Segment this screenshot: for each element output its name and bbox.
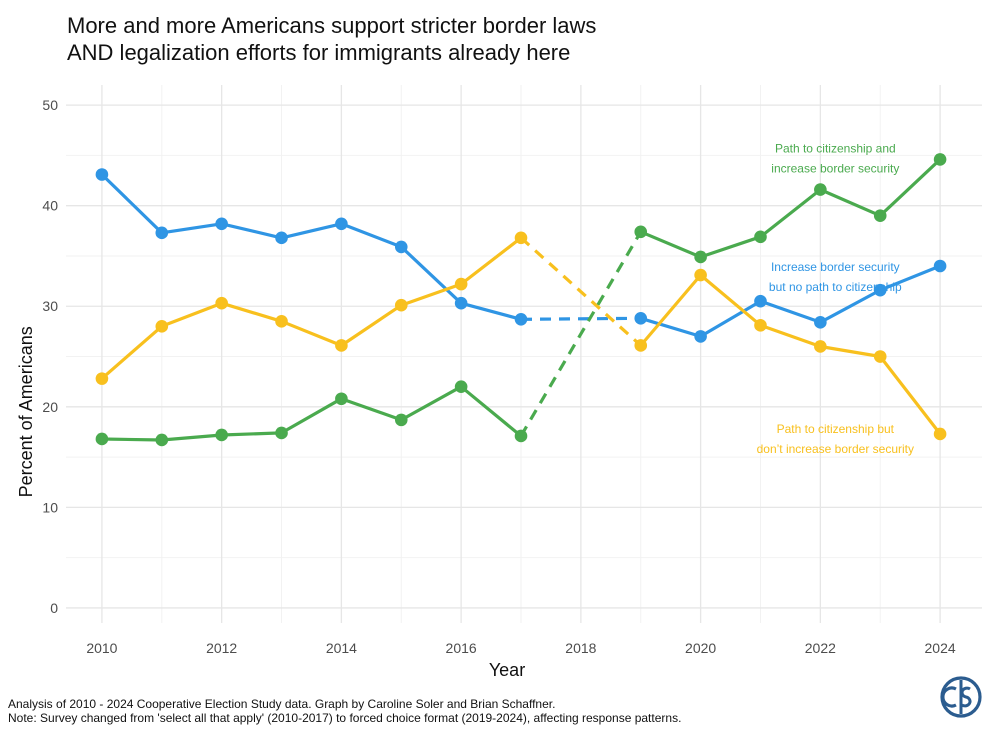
x-tick-label: 2016 <box>446 640 477 656</box>
data-point <box>394 413 408 427</box>
data-point <box>634 339 648 352</box>
data-point <box>335 217 348 231</box>
data-point <box>215 217 228 231</box>
series-label: don’t increase border security <box>757 442 914 456</box>
data-point <box>215 428 228 442</box>
data-point <box>95 168 109 181</box>
data-point <box>394 298 408 312</box>
chart-title-line-1: More and more Americans support stricter… <box>67 13 597 38</box>
series-line-post <box>639 273 942 435</box>
data-point <box>814 340 827 353</box>
y-tick-label: 0 <box>50 600 58 616</box>
series-0: Increase border security but no path to c… <box>95 168 947 343</box>
data-point <box>634 225 648 239</box>
data-point <box>275 231 288 245</box>
data-point <box>394 240 408 254</box>
data-point <box>694 330 707 343</box>
series-label: increase border security <box>771 161 899 175</box>
x-axis-title: Year <box>489 660 525 680</box>
data-point <box>454 380 468 393</box>
ces-logo-icon <box>940 676 982 718</box>
data-point <box>454 296 468 310</box>
y-axis-title: Percent of Americans <box>16 326 36 497</box>
y-tick-label: 30 <box>42 298 58 314</box>
x-tick-label: 2024 <box>925 640 956 656</box>
data-point <box>694 250 707 264</box>
series-2: Path to citizenship and increase border s… <box>95 141 947 447</box>
series-1: Path to citizenship but don’t increase bo… <box>95 231 947 456</box>
y-tick-label: 40 <box>42 198 58 214</box>
data-point <box>814 316 827 329</box>
series-label: but no path to citizenship <box>769 280 902 294</box>
data-point <box>514 429 528 443</box>
series-label: Increase border security <box>771 260 900 274</box>
series-line-dashed-break <box>520 316 641 321</box>
data-point <box>275 315 288 328</box>
x-tick-label: 2018 <box>565 640 596 656</box>
series-line-pre <box>100 173 522 321</box>
series-line-pre <box>100 236 522 380</box>
series-line-post <box>640 264 941 338</box>
data-point <box>275 426 288 440</box>
x-tick-label: 2022 <box>805 640 836 656</box>
data-point <box>454 277 468 291</box>
chart-caption: Analysis of 2010 - 2024 Cooperative Elec… <box>8 697 681 725</box>
x-tick-label: 2014 <box>326 640 357 656</box>
data-point <box>933 259 947 273</box>
series-line-dashed-break <box>519 231 643 437</box>
caption-source-line: Analysis of 2010 - 2024 Cooperative Elec… <box>8 697 556 711</box>
data-point <box>215 296 228 310</box>
series-line-post <box>640 158 942 259</box>
data-point <box>754 230 767 244</box>
data-point <box>933 427 947 441</box>
data-point <box>814 183 827 196</box>
y-tick-label: 10 <box>42 499 58 515</box>
series-line-dashed-break <box>519 236 642 347</box>
series-line-pre <box>101 385 523 442</box>
x-tick-label: 2012 <box>206 640 237 656</box>
data-point <box>933 153 947 166</box>
y-tick-label: 20 <box>42 399 58 415</box>
data-point <box>514 313 528 326</box>
data-point <box>873 209 887 223</box>
chart-title-line-2: AND legalization efforts for immigrants … <box>67 40 571 65</box>
data-point <box>335 392 348 406</box>
x-tick-label: 2020 <box>685 640 716 656</box>
data-point <box>873 283 887 297</box>
caption-note-line: Note: Survey changed from 'select all th… <box>8 711 682 725</box>
x-tick-label: 2010 <box>86 640 117 656</box>
y-tick-label: 50 <box>42 97 58 113</box>
data-point <box>694 268 707 282</box>
data-point <box>155 226 169 240</box>
data-point <box>95 372 109 385</box>
data-point <box>754 319 767 332</box>
data-point <box>335 339 348 352</box>
series-label: Path to citizenship but <box>777 422 895 436</box>
series-label: Path to citizenship and <box>775 141 896 155</box>
data-point <box>155 320 169 333</box>
data-point <box>634 312 648 325</box>
chart-title: More and more Americans support stricter… <box>67 12 596 66</box>
data-point <box>95 432 109 446</box>
data-point <box>155 433 169 447</box>
data-point <box>754 294 767 308</box>
data-point <box>873 350 887 363</box>
data-point <box>514 231 528 245</box>
